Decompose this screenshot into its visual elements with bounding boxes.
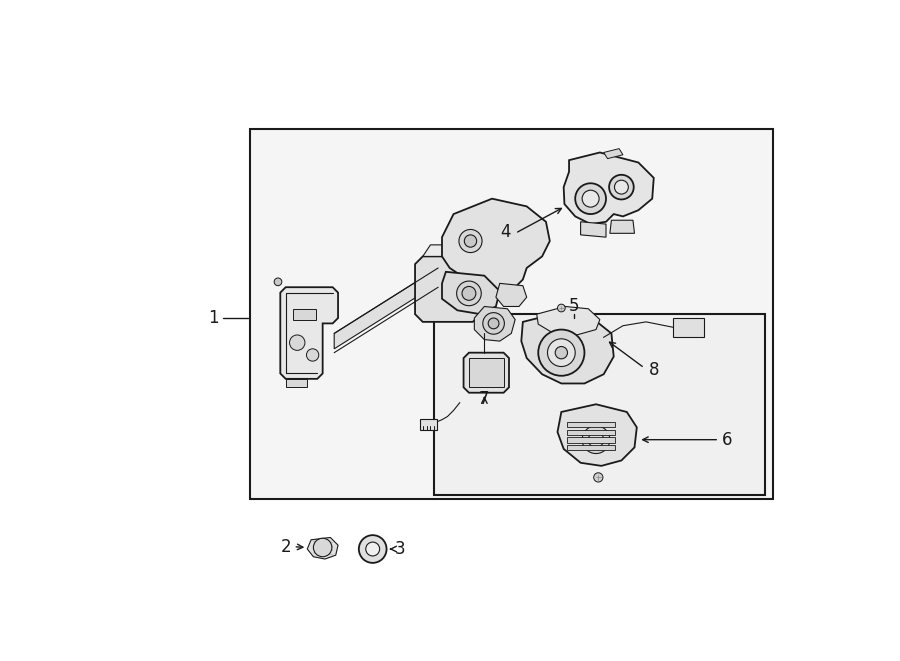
Circle shape	[459, 229, 482, 253]
Polygon shape	[521, 314, 614, 383]
Circle shape	[488, 318, 499, 329]
Polygon shape	[563, 153, 653, 224]
Text: 3: 3	[394, 540, 405, 558]
Polygon shape	[415, 256, 481, 322]
Circle shape	[557, 304, 565, 312]
Polygon shape	[536, 307, 599, 335]
Polygon shape	[567, 445, 616, 450]
Circle shape	[307, 349, 319, 361]
Polygon shape	[604, 149, 623, 159]
Polygon shape	[580, 222, 606, 237]
Circle shape	[462, 286, 476, 300]
Text: 7: 7	[479, 390, 490, 408]
Circle shape	[547, 339, 575, 367]
Bar	[419, 419, 436, 430]
Polygon shape	[307, 537, 338, 559]
Bar	[435, 314, 765, 495]
Text: 4: 4	[500, 223, 511, 241]
Polygon shape	[496, 284, 526, 307]
Bar	[249, 130, 773, 499]
Polygon shape	[567, 422, 616, 428]
Polygon shape	[567, 430, 616, 435]
Polygon shape	[567, 438, 616, 443]
Circle shape	[313, 538, 332, 557]
Text: 8: 8	[649, 362, 659, 379]
Polygon shape	[285, 379, 307, 387]
Circle shape	[274, 278, 282, 286]
Text: 1: 1	[208, 309, 219, 327]
Text: 5: 5	[569, 297, 580, 315]
Circle shape	[456, 281, 482, 305]
Polygon shape	[442, 272, 500, 314]
Circle shape	[609, 175, 634, 200]
Circle shape	[589, 432, 604, 447]
Circle shape	[538, 330, 584, 375]
Circle shape	[365, 542, 380, 556]
Bar	[469, 358, 504, 387]
Polygon shape	[280, 288, 338, 379]
Circle shape	[575, 183, 606, 214]
Circle shape	[594, 473, 603, 482]
Polygon shape	[442, 199, 550, 291]
Circle shape	[555, 346, 568, 359]
Circle shape	[290, 335, 305, 350]
Circle shape	[582, 426, 610, 453]
Circle shape	[615, 180, 628, 194]
Polygon shape	[557, 405, 637, 466]
Polygon shape	[423, 245, 481, 256]
Circle shape	[482, 313, 504, 334]
Circle shape	[464, 235, 477, 247]
Text: 6: 6	[722, 431, 733, 449]
Bar	[673, 318, 704, 337]
Polygon shape	[334, 268, 438, 349]
Polygon shape	[610, 220, 634, 233]
Circle shape	[582, 190, 599, 207]
Polygon shape	[293, 309, 317, 319]
Text: 2: 2	[281, 537, 291, 556]
Polygon shape	[474, 307, 515, 341]
Polygon shape	[464, 353, 509, 393]
Circle shape	[359, 535, 387, 563]
